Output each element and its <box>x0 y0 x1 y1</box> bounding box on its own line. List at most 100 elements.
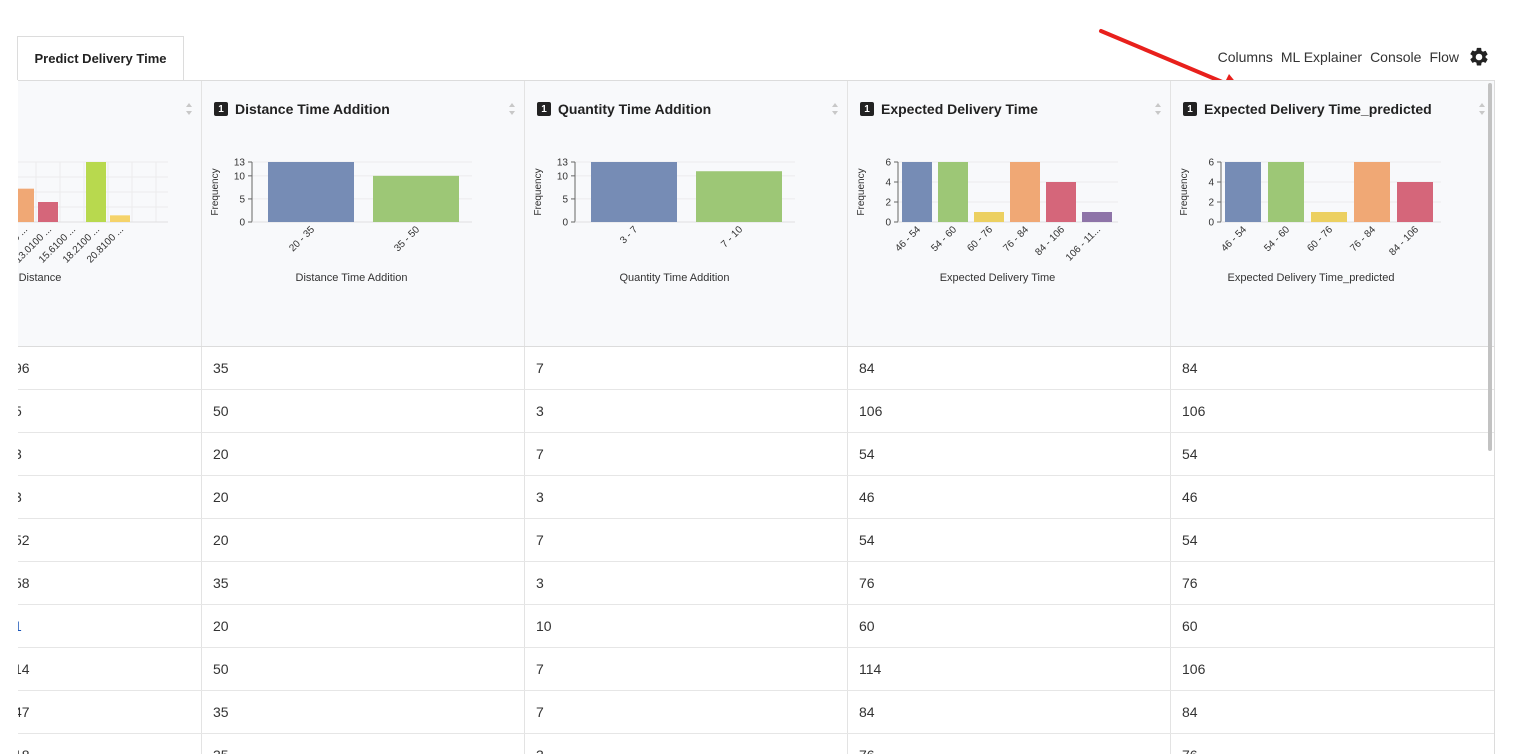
sort-icon[interactable] <box>185 102 193 116</box>
table-cell[interactable]: 3 <box>18 476 202 518</box>
table-row[interactable]: 18 35 3 76 76 <box>18 734 1494 754</box>
table-cell[interactable]: 7 <box>525 519 848 561</box>
table-row[interactable]: 52 20 7 54 54 <box>18 519 1494 562</box>
ml-explainer-link[interactable]: ML Explainer <box>1280 49 1363 65</box>
table-cell[interactable]: 96 <box>18 347 202 389</box>
table-cell[interactable]: 35 <box>202 562 525 604</box>
table-cell[interactable]: 46 <box>848 476 1171 518</box>
header-row: …100 ... 13.0100 ... 15.6100 ... 18.2100 ..… <box>18 81 1494 347</box>
table-cell[interactable]: 106 <box>848 390 1171 432</box>
table-cell[interactable]: 76 <box>1171 734 1494 754</box>
table-row[interactable]: 14 50 7 114 106 <box>18 648 1494 691</box>
table-cell[interactable]: 84 <box>848 347 1171 389</box>
chart-bar[interactable] <box>1082 212 1112 222</box>
table-cell[interactable]: 5 <box>18 390 202 432</box>
column-header[interactable]: …100 ... 13.0100 ... 15.6100 ... 18.2100 ..… <box>18 81 202 346</box>
table-cell[interactable]: 3 <box>18 433 202 475</box>
table-row[interactable]: 96 35 7 84 84 <box>18 347 1494 390</box>
chart-bar[interactable] <box>268 162 354 222</box>
console-link[interactable]: Console <box>1370 49 1422 65</box>
table-cell[interactable]: 60 <box>1171 605 1494 647</box>
table-cell[interactable]: 54 <box>848 433 1171 475</box>
table-cell[interactable]: 84 <box>848 691 1171 733</box>
table-cell[interactable]: 3 <box>525 734 848 754</box>
y-tick-label: 2 <box>1208 198 1214 209</box>
table-cell[interactable]: 10 <box>525 605 848 647</box>
tab-predict-delivery-time[interactable]: Predict Delivery Time <box>17 36 184 80</box>
table-cell[interactable]: 106 <box>1171 390 1494 432</box>
table-cell[interactable]: 35 <box>202 347 525 389</box>
table-cell[interactable]: 76 <box>848 562 1171 604</box>
table-row[interactable]: 5 50 3 106 106 <box>18 390 1494 433</box>
table-cell[interactable]: 54 <box>848 519 1171 561</box>
table-cell[interactable]: 20 <box>202 476 525 518</box>
sort-icon[interactable] <box>1154 102 1162 116</box>
table-cell[interactable]: 3 <box>525 562 848 604</box>
table-cell[interactable]: 60 <box>848 605 1171 647</box>
sort-icon[interactable] <box>1478 102 1486 116</box>
table-cell[interactable]: 14 <box>18 648 202 690</box>
cell-value: 76 <box>859 747 875 754</box>
chart-bar[interactable] <box>591 162 677 222</box>
x-axis-label: Distance <box>19 272 62 284</box>
gear-icon[interactable] <box>1468 46 1490 68</box>
column-header[interactable]: 1 Expected Delivery Time 0 2 4 6 Frequency 46 -… <box>848 81 1171 346</box>
table-cell[interactable]: 20 <box>202 433 525 475</box>
chart-bar[interactable] <box>1311 212 1347 222</box>
table-cell[interactable]: 58 <box>18 562 202 604</box>
table-row[interactable]: 47 35 7 84 84 <box>18 691 1494 734</box>
chart-bar[interactable] <box>86 162 106 222</box>
chart-bar[interactable] <box>1397 182 1433 222</box>
table-cell[interactable]: 20 <box>202 605 525 647</box>
chart-bar[interactable] <box>18 188 34 222</box>
column-header[interactable]: 1 Quantity Time Addition 0 5 10 13 Frequency 3 … <box>525 81 848 346</box>
table-cell[interactable]: 84 <box>1171 347 1494 389</box>
table-cell[interactable]: 35 <box>202 734 525 754</box>
table-row[interactable]: 1 20 10 60 60 <box>18 605 1494 648</box>
column-header[interactable]: 1 Distance Time Addition 0 5 10 13 Frequency 20… <box>202 81 525 346</box>
column-header[interactable]: 1 Expected Delivery Time_predicted 0 2 4 6 Fre… <box>1171 81 1494 346</box>
table-cell[interactable]: 18 <box>18 734 202 754</box>
flow-link[interactable]: Flow <box>1429 49 1459 65</box>
chart-bar[interactable] <box>696 171 782 222</box>
table-cell[interactable]: 7 <box>525 433 848 475</box>
table-cell[interactable]: 7 <box>525 648 848 690</box>
chart-bar[interactable] <box>902 162 932 222</box>
columns-link[interactable]: Columns <box>1217 49 1273 65</box>
table-cell[interactable]: 1 <box>18 605 202 647</box>
chart-bar[interactable] <box>110 215 130 222</box>
chart-bar[interactable] <box>1354 162 1390 222</box>
chart-bar[interactable] <box>1225 162 1261 222</box>
table-cell[interactable]: 76 <box>1171 562 1494 604</box>
table-row[interactable]: 3 20 3 46 46 <box>18 476 1494 519</box>
chart-bar[interactable] <box>1046 182 1076 222</box>
chart-bar[interactable] <box>373 175 459 222</box>
chart-bar[interactable] <box>1010 162 1040 222</box>
chart-bar[interactable] <box>1268 162 1304 222</box>
table-cell[interactable]: 106 <box>1171 648 1494 690</box>
table-cell[interactable]: 35 <box>202 691 525 733</box>
table-cell[interactable]: 84 <box>1171 691 1494 733</box>
table-cell[interactable]: 54 <box>1171 519 1494 561</box>
vertical-scrollbar[interactable] <box>1488 83 1492 451</box>
table-cell[interactable]: 7 <box>525 691 848 733</box>
table-cell[interactable]: 50 <box>202 390 525 432</box>
table-cell[interactable]: 47 <box>18 691 202 733</box>
sort-icon[interactable] <box>508 102 516 116</box>
table-cell[interactable]: 3 <box>525 476 848 518</box>
table-cell[interactable]: 52 <box>18 519 202 561</box>
chart-bar[interactable] <box>974 212 1004 222</box>
table-row[interactable]: 3 20 7 54 54 <box>18 433 1494 476</box>
sort-icon[interactable] <box>831 102 839 116</box>
table-cell[interactable]: 46 <box>1171 476 1494 518</box>
table-cell[interactable]: 7 <box>525 347 848 389</box>
table-cell[interactable]: 50 <box>202 648 525 690</box>
table-cell[interactable]: 114 <box>848 648 1171 690</box>
table-cell[interactable]: 20 <box>202 519 525 561</box>
chart-bar[interactable] <box>938 162 968 222</box>
chart-bar[interactable] <box>38 202 58 222</box>
table-cell[interactable]: 3 <box>525 390 848 432</box>
table-row[interactable]: 58 35 3 76 76 <box>18 562 1494 605</box>
table-cell[interactable]: 76 <box>848 734 1171 754</box>
table-cell[interactable]: 54 <box>1171 433 1494 475</box>
